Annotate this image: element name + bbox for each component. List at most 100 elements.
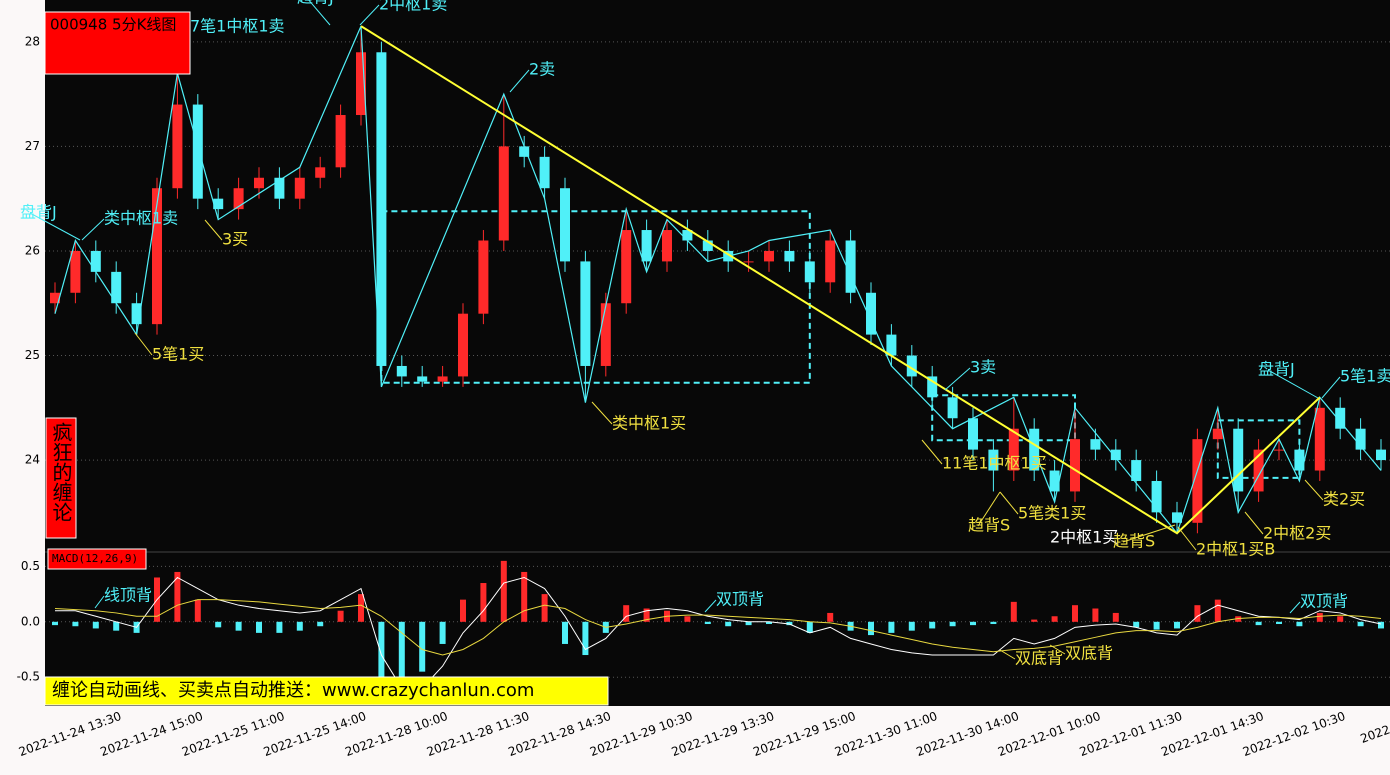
candle-body [743, 261, 754, 263]
annotation: 趋背J [297, 0, 334, 7]
candle-body [560, 188, 570, 262]
macd-bar [378, 621, 385, 678]
candle-body [213, 198, 224, 210]
macd-bar [235, 621, 242, 631]
candle-body [90, 250, 101, 272]
candle-body [927, 376, 938, 398]
annotation-arrow [1122, 524, 1176, 543]
annotation: 2中枢1买B [1196, 540, 1275, 559]
annotation: 7笔1中枢1卖 [190, 17, 285, 36]
candle-body [1294, 449, 1305, 471]
annotation: 3买 [222, 230, 248, 249]
annotation-arrow [999, 491, 1019, 515]
annotation-arrow [204, 219, 223, 241]
macd-bar [1296, 621, 1303, 627]
macd-bar [949, 621, 956, 627]
macd-line [54, 599, 1382, 656]
macd-bar [398, 621, 405, 683]
macd-bar [1255, 621, 1262, 626]
macd-bar [92, 621, 99, 629]
candle-body [356, 52, 366, 116]
macd-bar [1174, 621, 1180, 629]
annotation: 双顶背 [1300, 592, 1348, 611]
candle-body [519, 146, 530, 157]
annotation-arrow [308, 0, 331, 26]
macd-bar [1276, 621, 1282, 625]
macd-bar [786, 621, 793, 626]
macd-bar [215, 621, 222, 628]
annotation: 盘背J [20, 203, 57, 222]
chart-title: 000948 5分K线图 [50, 16, 176, 34]
candle-body [1355, 428, 1366, 450]
macd-bar [868, 621, 874, 636]
annotation-arrow [29, 212, 81, 241]
macd-bar [908, 621, 915, 631]
plot-background [45, 0, 1390, 706]
annotation: 5笔类1买 [1018, 504, 1086, 523]
candle-body [478, 240, 489, 314]
macd-bar [500, 560, 507, 622]
candle-body [539, 156, 550, 189]
candle-body [315, 167, 326, 178]
macd-bar [1112, 612, 1119, 622]
candle-body [1253, 449, 1264, 492]
candle-body [376, 52, 387, 366]
annotation: 11笔1中枢1买 [942, 454, 1047, 473]
annotation: 双顶背 [716, 590, 764, 609]
candle-body [1131, 460, 1142, 481]
macd-bar [1235, 616, 1242, 622]
macd-bar [72, 621, 79, 627]
macd-bar [174, 571, 181, 622]
macd-bar [1337, 616, 1344, 622]
candle-body [1172, 512, 1182, 523]
segment-line [360, 25, 1321, 535]
macd-bar [1031, 619, 1038, 622]
macd-bar [296, 621, 303, 631]
macd-bar [1051, 616, 1058, 622]
y-tick-label: 27 [25, 139, 40, 153]
annotation-arrow [1244, 511, 1264, 535]
candle-body [1314, 407, 1325, 471]
annotation: 3卖 [970, 358, 996, 377]
annotation-arrow [921, 439, 943, 465]
macd-bar [725, 621, 732, 627]
macd-bar [1357, 621, 1364, 627]
candle-body [417, 376, 428, 382]
macd-bar [1153, 621, 1160, 630]
macd-bar [582, 621, 589, 656]
annotation-arrow [1049, 644, 1066, 655]
annotation-arrow [704, 599, 717, 613]
candle-body [111, 271, 122, 304]
macd-bar [541, 594, 548, 622]
candle-body [845, 240, 856, 293]
macd-bar [745, 621, 752, 626]
annotation: 线顶背 [104, 586, 152, 605]
candle-body [498, 146, 509, 241]
candle-body [458, 313, 468, 377]
macd-bar [990, 621, 997, 625]
macd-bar [1010, 601, 1017, 622]
macd-bar [1194, 605, 1201, 622]
y-tick-label: -0.5 [17, 670, 40, 684]
annotation-arrow [1267, 369, 1319, 399]
candle-body [50, 292, 60, 304]
candle-body [1192, 439, 1203, 523]
annotation: 盘背J [1258, 360, 1295, 379]
candle-body [764, 250, 774, 262]
badge-box [45, 417, 77, 539]
annotation-arrow [134, 332, 153, 356]
candle-body [131, 303, 142, 325]
candle-body [437, 376, 448, 382]
annotation-arrow [999, 649, 1016, 660]
y-tick-label: 0.0 [21, 614, 40, 628]
annotation-arrow [1304, 479, 1324, 501]
macd-bar [358, 594, 364, 622]
candle-body [580, 261, 591, 366]
macd-bar [1378, 621, 1384, 629]
macd-title-box [47, 548, 147, 570]
annotation: 双底背 [1015, 649, 1063, 668]
badge: 疯狂的缠论 [49, 422, 73, 522]
annotation-arrow [1177, 526, 1197, 551]
annotation: 类中枢1买 [612, 414, 686, 433]
annotation: 2中枢1买 [1050, 528, 1118, 547]
